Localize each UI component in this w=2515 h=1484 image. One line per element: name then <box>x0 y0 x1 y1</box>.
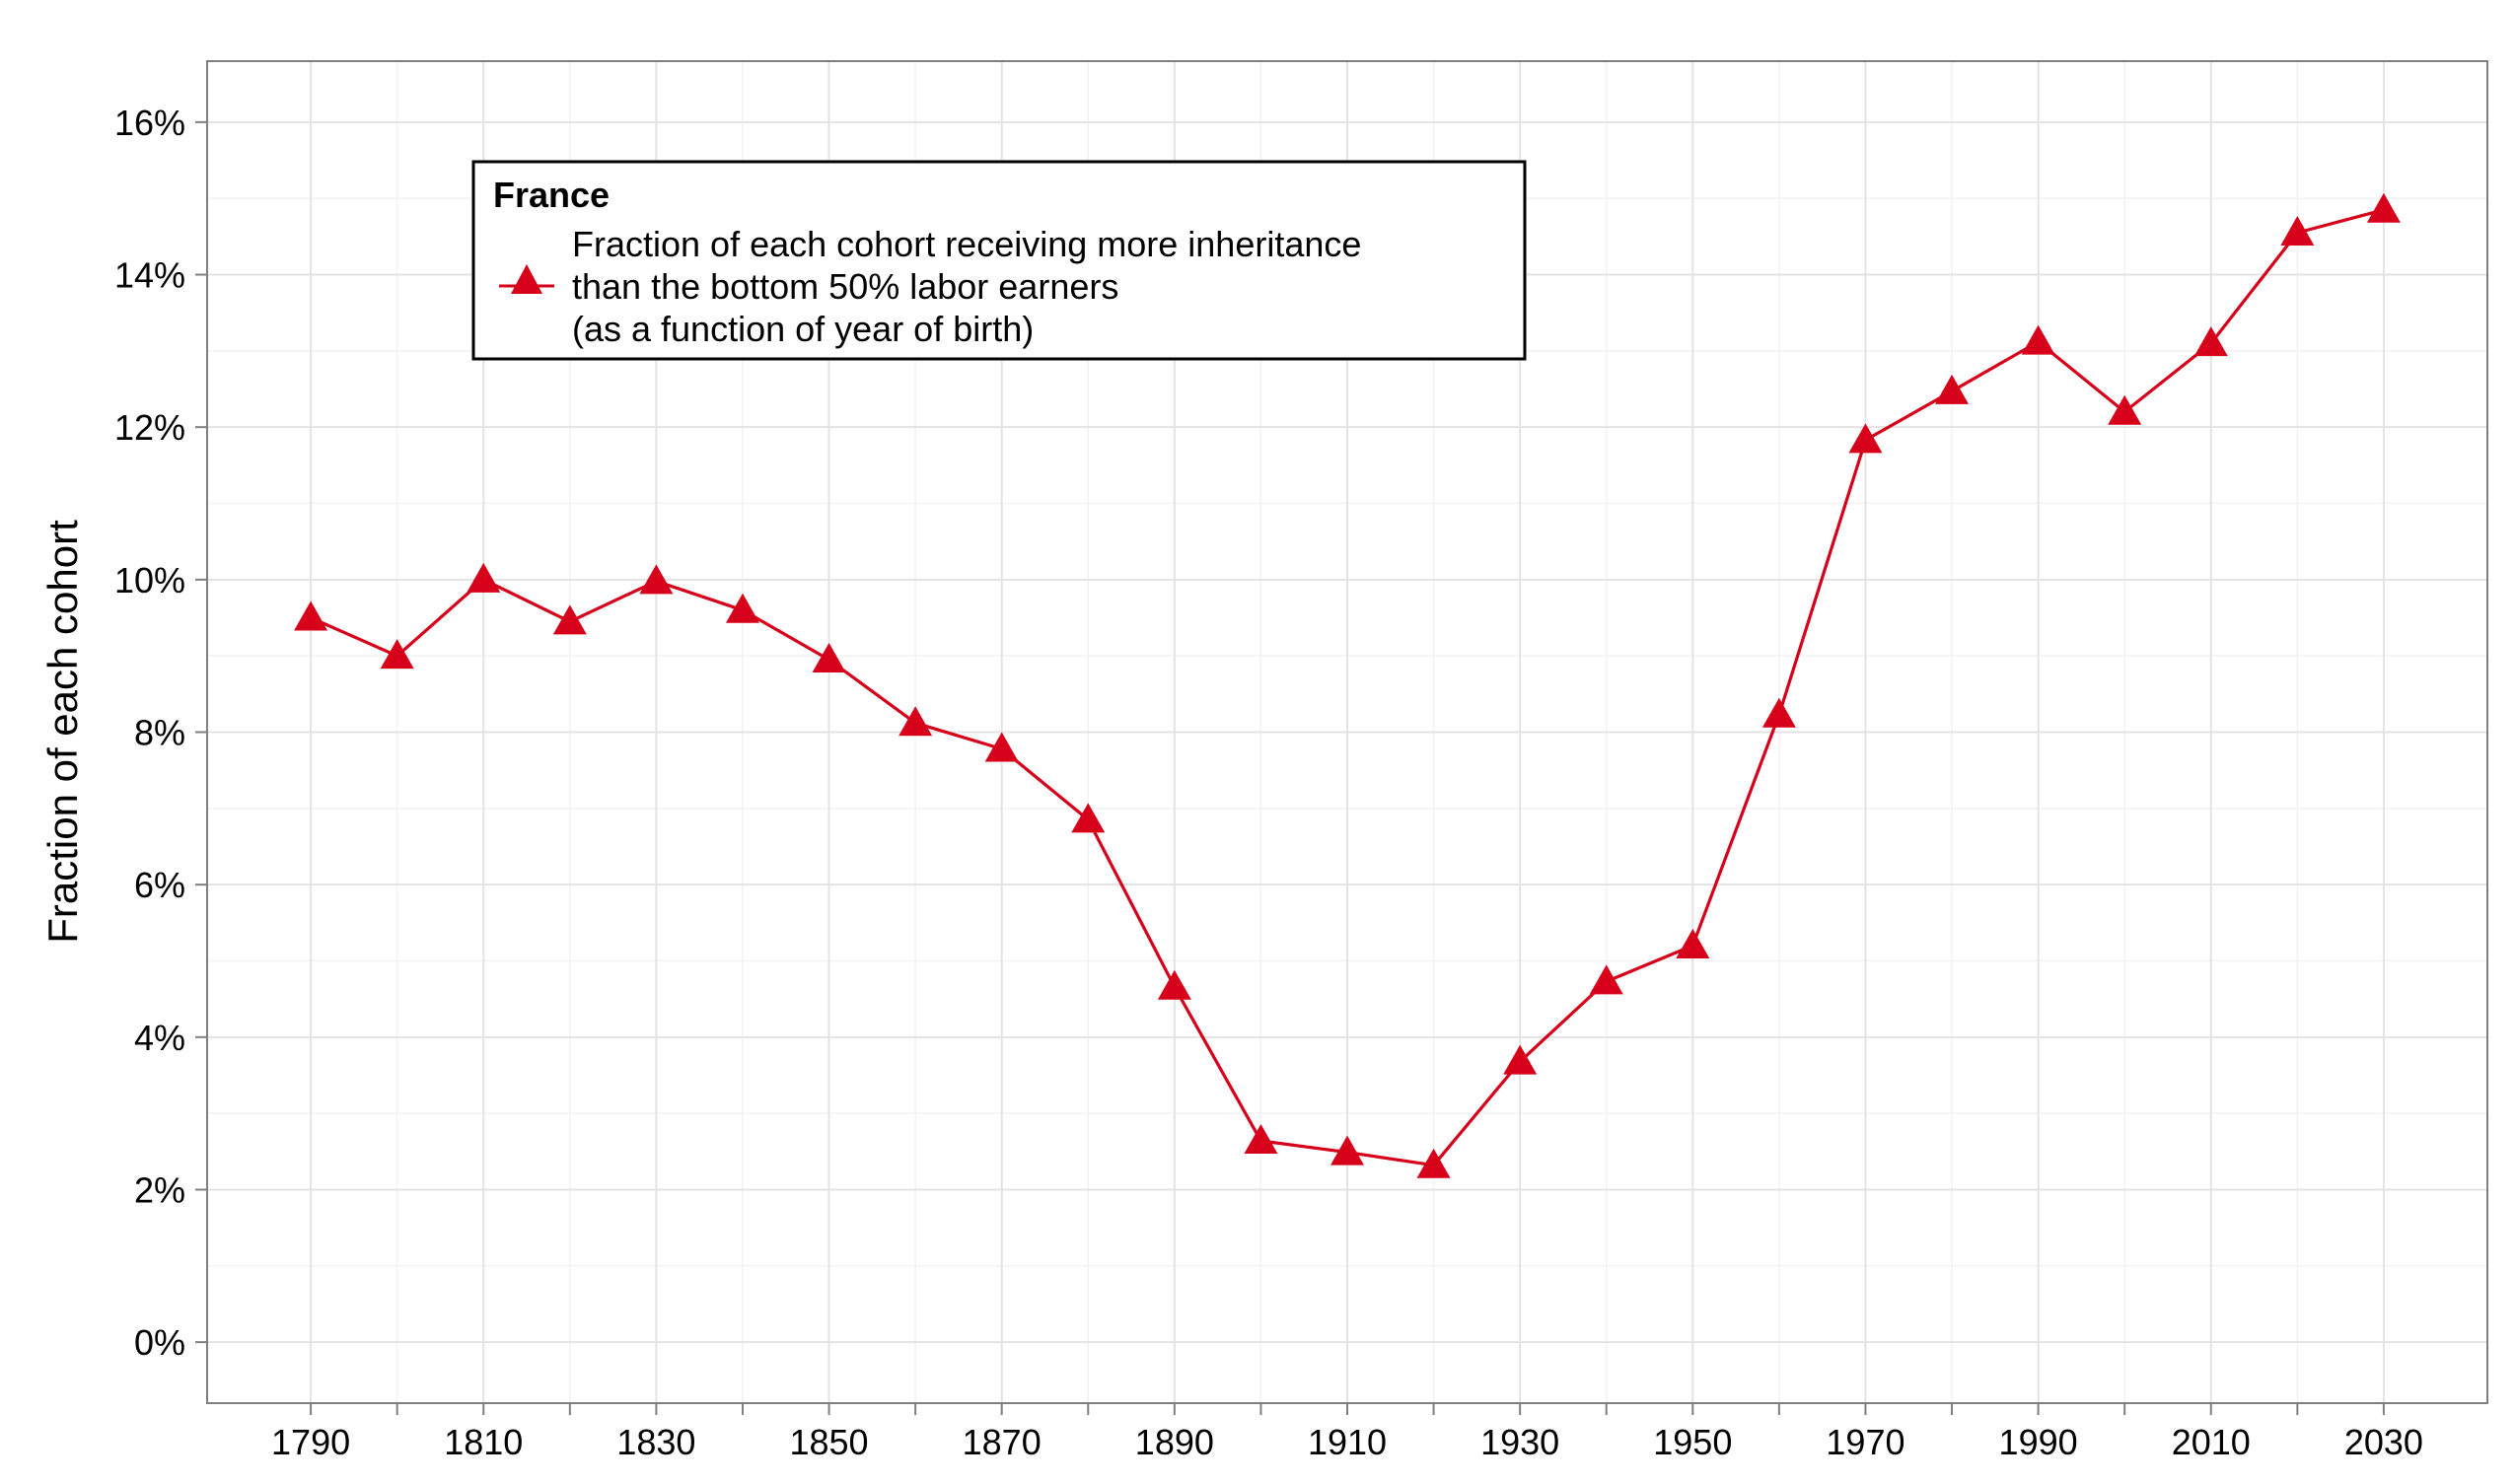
data-point-triangle <box>1071 803 1106 833</box>
data-point-triangle <box>725 593 759 623</box>
data-point-triangle <box>812 643 846 673</box>
legend-marker-triangle <box>511 264 542 294</box>
data-point-triangle <box>2280 215 2315 246</box>
data-point-triangle <box>1848 423 1883 454</box>
legend-title: France <box>493 175 610 215</box>
x-tick-label: 1790 <box>271 1422 350 1462</box>
x-tick-label: 1950 <box>1653 1422 1732 1462</box>
data-point-triangle <box>1157 969 1191 1000</box>
y-tick-label: 6% <box>134 865 185 905</box>
data-point-triangle <box>552 604 587 635</box>
y-tick-label: 12% <box>114 407 185 448</box>
data-point-triangle <box>2193 326 2228 357</box>
x-tick-label: 2030 <box>2344 1422 2423 1462</box>
y-tick-label: 10% <box>114 560 185 601</box>
x-tick-label: 2010 <box>2172 1422 2251 1462</box>
data-point-triangle <box>2021 324 2055 355</box>
data-point-triangle <box>2108 394 2142 425</box>
x-tick-label: 1930 <box>1480 1422 1559 1462</box>
data-point-triangle <box>1330 1135 1364 1166</box>
y-tick-label: 4% <box>134 1018 185 1058</box>
y-tick-label: 8% <box>134 713 185 753</box>
y-tick-label: 0% <box>134 1322 185 1363</box>
x-tick-label: 1890 <box>1135 1422 1214 1462</box>
data-point-triangle <box>1503 1044 1538 1075</box>
x-tick-label: 1990 <box>1999 1422 2078 1462</box>
data-point-triangle <box>1244 1123 1278 1154</box>
data-point-triangle <box>639 564 674 595</box>
x-axis: 1790 1810 1830 1850 1870 1890 1910 1930 1950 1970… <box>271 1403 2423 1462</box>
data-point-triangle <box>2366 192 2401 223</box>
y-axis-label: Fraction of each cohort <box>39 520 86 944</box>
legend-entry-line-1: Fraction of each cohort receiving more i… <box>572 224 1361 264</box>
data-point-triangle <box>1416 1148 1451 1178</box>
legend-box <box>471 160 1527 361</box>
y-tick-label: 16% <box>114 103 185 143</box>
data-point-triangle <box>1935 374 1970 404</box>
legend-entry-line-3: (as a function of year of birth) <box>572 309 1034 349</box>
data-point-triangle <box>984 732 1019 762</box>
x-tick-label: 1870 <box>963 1422 1042 1462</box>
data-point-triangle <box>898 706 933 737</box>
y-tick-label: 2% <box>134 1169 185 1210</box>
data-point-triangle <box>380 639 414 670</box>
x-tick-label: 1910 <box>1308 1422 1387 1462</box>
data-point-triangle <box>294 601 328 631</box>
x-tick-label: 1810 <box>444 1422 523 1462</box>
data-point-triangle <box>1761 697 1796 728</box>
data-point-triangle <box>1676 929 1710 959</box>
x-tick-label: 1830 <box>616 1422 695 1462</box>
series-layer <box>294 192 2401 1178</box>
y-axis: 0% 2% 4% 6% 8% 10% 12% 14% 16% <box>114 103 207 1363</box>
y-tick-label: 14% <box>114 255 185 296</box>
legend: France Fraction of each cohort receiving… <box>471 160 1527 361</box>
data-point-triangle <box>1589 964 1623 995</box>
data-point-triangle <box>467 562 501 593</box>
x-tick-label: 1850 <box>789 1422 868 1462</box>
legend-entry-line-2: than the bottom 50% labor earners <box>572 266 1118 307</box>
x-tick-label: 1970 <box>1826 1422 1904 1462</box>
